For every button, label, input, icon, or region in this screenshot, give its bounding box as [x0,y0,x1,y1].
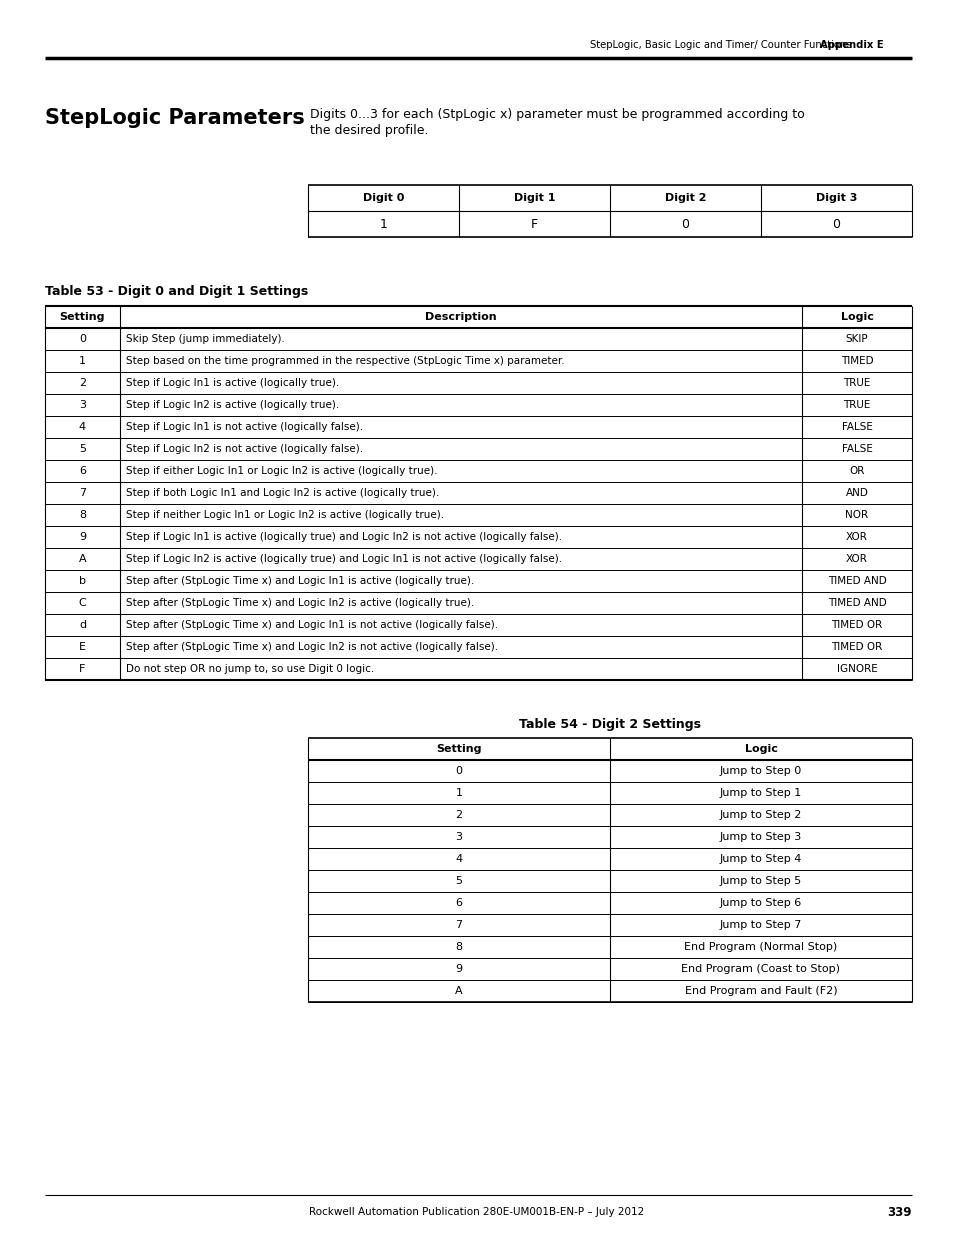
Text: 6: 6 [455,898,462,908]
Text: AND: AND [844,488,867,498]
Text: Digits 0...3 for each (StpLogic x) parameter must be programmed according to: Digits 0...3 for each (StpLogic x) param… [310,107,804,121]
Text: Skip Step (jump immediately).: Skip Step (jump immediately). [126,333,285,345]
Text: Description: Description [425,312,497,322]
Text: TIMED: TIMED [840,356,872,366]
Text: 2: 2 [79,378,86,388]
Text: Step after (StpLogic Time x) and Logic In2 is active (logically true).: Step after (StpLogic Time x) and Logic I… [126,598,474,608]
Text: TRUE: TRUE [842,400,870,410]
Text: 1: 1 [379,217,387,231]
Text: Jump to Step 3: Jump to Step 3 [720,832,801,842]
Text: Jump to Step 7: Jump to Step 7 [720,920,801,930]
Text: SKIP: SKIP [844,333,867,345]
Text: A: A [455,986,462,995]
Text: F: F [531,217,537,231]
Text: 9: 9 [455,965,462,974]
Text: Jump to Step 0: Jump to Step 0 [720,766,801,776]
Text: 3: 3 [79,400,86,410]
Text: FALSE: FALSE [841,422,872,432]
Text: Step if Logic In1 is active (logically true).: Step if Logic In1 is active (logically t… [126,378,339,388]
Text: A: A [78,555,86,564]
Text: Step after (StpLogic Time x) and Logic In2 is not active (logically false).: Step after (StpLogic Time x) and Logic I… [126,642,497,652]
Text: End Program and Fault (F2): End Program and Fault (F2) [684,986,837,995]
Text: Step based on the time programmed in the respective (StpLogic Time x) parameter.: Step based on the time programmed in the… [126,356,564,366]
Text: Jump to Step 4: Jump to Step 4 [720,853,801,864]
Text: NOR: NOR [844,510,867,520]
Text: 4: 4 [455,853,462,864]
Text: Setting: Setting [436,743,481,755]
Text: Logic: Logic [743,743,777,755]
Text: 2: 2 [455,810,462,820]
Text: FALSE: FALSE [841,445,872,454]
Text: 339: 339 [886,1205,911,1219]
Text: Step if Logic In1 is not active (logically false).: Step if Logic In1 is not active (logical… [126,422,363,432]
Text: 0: 0 [455,766,462,776]
Text: 6: 6 [79,466,86,475]
Text: 7: 7 [455,920,462,930]
Text: 3: 3 [455,832,462,842]
Text: IGNORE: IGNORE [836,664,877,674]
Text: 5: 5 [455,876,462,885]
Text: 0: 0 [79,333,86,345]
Text: 9: 9 [79,532,86,542]
Text: XOR: XOR [845,555,867,564]
Text: Step after (StpLogic Time x) and Logic In1 is not active (logically false).: Step after (StpLogic Time x) and Logic I… [126,620,497,630]
Text: 0: 0 [832,217,840,231]
Text: StepLogic, Basic Logic and Timer/ Counter Functions: StepLogic, Basic Logic and Timer/ Counte… [589,40,851,49]
Text: Step if Logic In2 is active (logically true) and Logic In1 is not active (logica: Step if Logic In2 is active (logically t… [126,555,561,564]
Text: TIMED OR: TIMED OR [830,620,882,630]
Text: Digit 2: Digit 2 [664,193,705,203]
Text: TIMED OR: TIMED OR [830,642,882,652]
Text: 1: 1 [79,356,86,366]
Text: 1: 1 [455,788,462,798]
Text: Digit 1: Digit 1 [514,193,555,203]
Text: E: E [79,642,86,652]
Text: TIMED AND: TIMED AND [827,576,885,585]
Text: Jump to Step 2: Jump to Step 2 [720,810,801,820]
Text: Table 54 - Digit 2 Settings: Table 54 - Digit 2 Settings [518,718,700,731]
Text: TIMED AND: TIMED AND [827,598,885,608]
Text: the desired profile.: the desired profile. [310,124,428,137]
Text: 8: 8 [455,942,462,952]
Text: Digit 0: Digit 0 [362,193,404,203]
Text: OR: OR [848,466,863,475]
Text: C: C [78,598,87,608]
Text: Rockwell Automation Publication 280E-UM001B-EN-P – July 2012: Rockwell Automation Publication 280E-UM0… [309,1207,644,1216]
Text: Step if Logic In1 is active (logically true) and Logic In2 is not active (logica: Step if Logic In1 is active (logically t… [126,532,561,542]
Text: d: d [79,620,86,630]
Text: XOR: XOR [845,532,867,542]
Text: 8: 8 [79,510,86,520]
Text: b: b [79,576,86,585]
Text: StepLogic Parameters: StepLogic Parameters [45,107,304,128]
Text: Jump to Step 6: Jump to Step 6 [720,898,801,908]
Text: Step if neither Logic In1 or Logic In2 is active (logically true).: Step if neither Logic In1 or Logic In2 i… [126,510,444,520]
Text: 4: 4 [79,422,86,432]
Text: Logic: Logic [840,312,873,322]
Text: Step after (StpLogic Time x) and Logic In1 is active (logically true).: Step after (StpLogic Time x) and Logic I… [126,576,474,585]
Text: Setting: Setting [60,312,105,322]
Text: TRUE: TRUE [842,378,870,388]
Text: Step if either Logic In1 or Logic In2 is active (logically true).: Step if either Logic In1 or Logic In2 is… [126,466,437,475]
Text: Jump to Step 5: Jump to Step 5 [720,876,801,885]
Text: Step if Logic In2 is active (logically true).: Step if Logic In2 is active (logically t… [126,400,339,410]
Text: Table 53 - Digit 0 and Digit 1 Settings: Table 53 - Digit 0 and Digit 1 Settings [45,285,308,298]
Text: End Program (Coast to Stop): End Program (Coast to Stop) [680,965,840,974]
Text: 5: 5 [79,445,86,454]
Text: 0: 0 [680,217,689,231]
Text: Jump to Step 1: Jump to Step 1 [720,788,801,798]
Text: F: F [79,664,86,674]
Text: Appendix E: Appendix E [820,40,882,49]
Text: Do not step OR no jump to, so use Digit 0 logic.: Do not step OR no jump to, so use Digit … [126,664,374,674]
Text: Step if both Logic In1 and Logic In2 is active (logically true).: Step if both Logic In1 and Logic In2 is … [126,488,438,498]
Text: 7: 7 [79,488,86,498]
Text: Step if Logic In2 is not active (logically false).: Step if Logic In2 is not active (logical… [126,445,363,454]
Text: Digit 3: Digit 3 [815,193,857,203]
Text: End Program (Normal Stop): End Program (Normal Stop) [683,942,837,952]
